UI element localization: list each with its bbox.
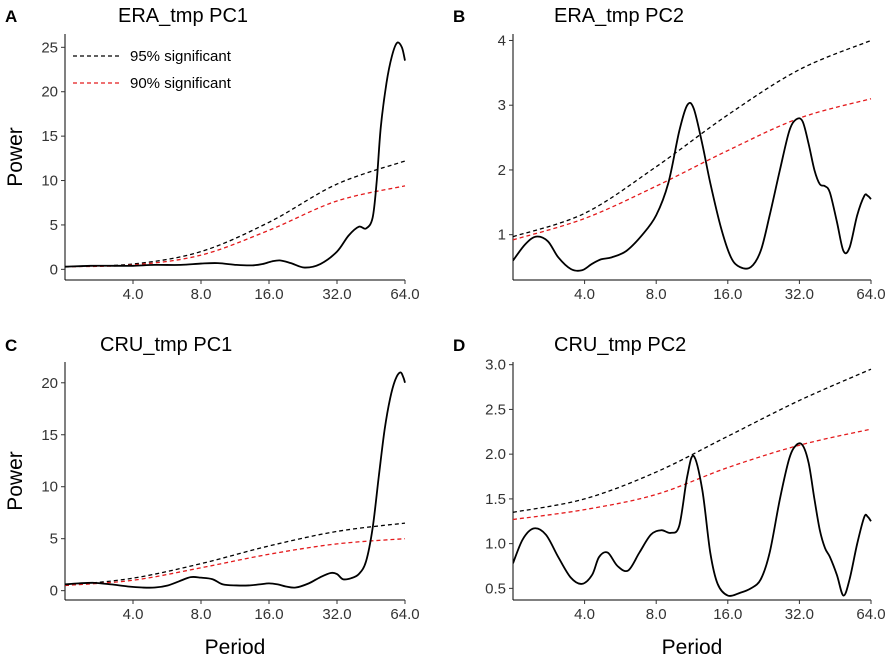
- x-axis-label: Period: [662, 636, 723, 659]
- y-axis-label: Power: [4, 451, 27, 511]
- x-tick-label: 4.0: [574, 286, 595, 303]
- y-tick-label: 0: [50, 583, 58, 600]
- y-tick-label: 15: [41, 128, 58, 145]
- y-tick-label: 5: [50, 531, 58, 548]
- y-tick-label: 15: [41, 427, 58, 444]
- x-tick-label: 32.0: [785, 286, 814, 303]
- legend-label: 90% significant: [130, 75, 232, 92]
- y-tick-label: 2.5: [485, 401, 506, 418]
- y-tick-label: 0.5: [485, 580, 506, 597]
- x-tick-label: 16.0: [713, 606, 742, 623]
- x-tick-label: 64.0: [390, 286, 419, 303]
- x-tick-label: 8.0: [191, 606, 212, 623]
- y-tick-label: 3.0: [485, 357, 506, 374]
- x-tick-label: 4.0: [574, 606, 595, 623]
- x-tick-label: 4.0: [123, 286, 144, 303]
- x-tick-label: 8.0: [646, 606, 667, 623]
- significance-90-line: [65, 185, 406, 268]
- significance-90-line: [513, 428, 872, 521]
- panel-title: CRU_tmp PC2: [554, 334, 686, 356]
- x-tick-label: 32.0: [322, 286, 351, 303]
- x-tick-label: 64.0: [856, 286, 885, 303]
- significance-95-line: [65, 522, 406, 587]
- x-axis-label: Period: [205, 636, 266, 659]
- y-tick-label: 0: [50, 261, 58, 278]
- y-tick-label: 3: [498, 97, 506, 114]
- x-tick-label: 4.0: [123, 606, 144, 623]
- y-tick-label: 20: [41, 375, 58, 392]
- y-tick-label: 5: [50, 217, 58, 234]
- significance-90-line: [65, 538, 406, 587]
- y-tick-label: 10: [41, 479, 58, 496]
- y-tick-label: 1.5: [485, 491, 506, 508]
- y-tick-label: 2.0: [485, 446, 506, 463]
- x-tick-label: 32.0: [322, 606, 351, 623]
- y-tick-label: 1: [498, 227, 506, 244]
- y-tick-label: 4: [498, 32, 506, 49]
- power-spectrum-line: [65, 41, 406, 269]
- y-tick-label: 25: [41, 39, 58, 56]
- panel-title: ERA_tmp PC1: [118, 5, 248, 27]
- x-tick-label: 64.0: [856, 606, 885, 623]
- x-tick-label: 8.0: [191, 286, 212, 303]
- significance-90-line: [513, 98, 872, 241]
- significance-95-line: [513, 368, 872, 513]
- legend: 95% significant 90% significant: [73, 48, 232, 92]
- panel-title: CRU_tmp PC1: [100, 334, 232, 356]
- panel-d: D CRU_tmp PC2 0.5 1.0 1.5 2.0 2.5 3.0 4.0 8.0 16.0…: [453, 334, 886, 659]
- x-tick-label: 16.0: [713, 286, 742, 303]
- power-spectrum-line: [65, 371, 406, 589]
- panel-a: A ERA_tmp PC1 0 5 10 15 20 25 4.0 8.0 16.0 32.0 64.0…: [4, 5, 420, 303]
- panel-label: D: [453, 336, 465, 355]
- y-tick-label: 20: [41, 84, 58, 101]
- panel-label: C: [5, 336, 17, 355]
- y-axis-label: Power: [4, 127, 27, 187]
- x-tick-label: 16.0: [254, 606, 283, 623]
- y-tick-label: 10: [41, 173, 58, 190]
- panel-label: B: [453, 7, 465, 26]
- panel-c: C CRU_tmp PC1 0 5 10 15 20 4.0 8.0 16.0 32.0 64.0 Po…: [4, 334, 420, 659]
- y-tick-label: 2: [498, 162, 506, 179]
- significance-95-line: [65, 160, 406, 268]
- y-tick-label: 1.0: [485, 536, 506, 553]
- power-spectrum-line: [513, 101, 872, 272]
- x-tick-label: 8.0: [646, 286, 667, 303]
- panel-label: A: [5, 7, 17, 26]
- panel-b: B ERA_tmp PC2 1 2 3 4 4.0 8.0 16.0 32.0 64.0: [453, 5, 886, 303]
- power-spectrum-line: [513, 442, 872, 597]
- x-tick-label: 16.0: [254, 286, 283, 303]
- x-tick-label: 32.0: [785, 606, 814, 623]
- legend-label: 95% significant: [130, 48, 232, 65]
- x-tick-label: 64.0: [390, 606, 419, 623]
- significance-95-line: [513, 39, 872, 238]
- panel-title: ERA_tmp PC2: [554, 5, 684, 27]
